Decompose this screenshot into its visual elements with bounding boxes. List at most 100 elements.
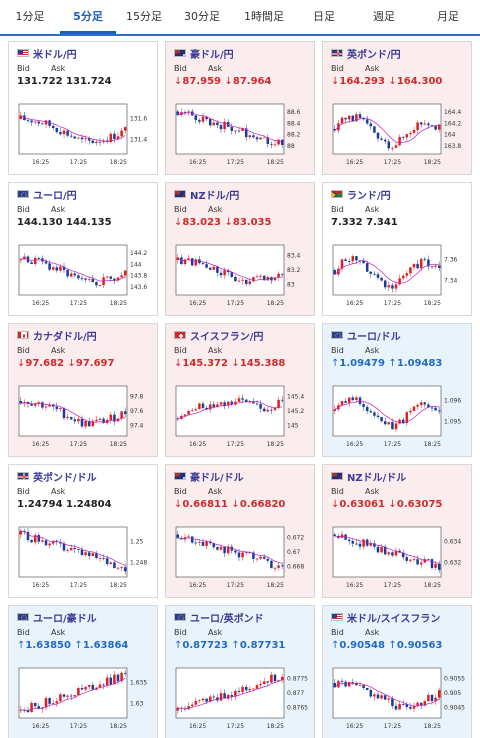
chart-container[interactable]: 0.8775 0.877 0.8765 16:25 17:25 18:25 (172, 664, 310, 730)
pair-name[interactable]: スイスフラン/円 (190, 331, 264, 343)
currency-card[interactable]: ユーロ/円 Bid Ask 144.130 144.135 144.2 144 143.8 1… (8, 182, 158, 316)
candle-body (187, 410, 190, 415)
tab-0[interactable]: 1分足 (15, 10, 45, 23)
pair-name[interactable]: ランド/円 (347, 190, 391, 202)
pair-name[interactable]: ユーロ/英ポンド (190, 613, 264, 625)
card-title[interactable]: 英ポンド/円 (331, 46, 401, 61)
candle-body (190, 704, 194, 707)
currency-card[interactable]: 米ドル/円 Bid Ask 131.722 131.724 131.6 131.4 16:2… (8, 41, 158, 175)
candle-body (84, 278, 87, 280)
tab-3[interactable]: 30分足 (184, 10, 220, 23)
pair-name[interactable]: 豪ドル/円 (190, 49, 234, 61)
card-title[interactable]: 豪ドル/円 (174, 46, 234, 61)
currency-card[interactable]: ユーロ/豪ドル Bid Ask ↑1.63850 ↑1.63864 1.635 1.63 1… (8, 605, 158, 738)
chart-container[interactable]: 7.36 7.34 16:25 17:25 18:25 (329, 241, 467, 307)
currency-card[interactable]: 豪ドル/円 Bid Ask ↓87.959 ↓87.964 88.6 88.4 88.2 88… (165, 41, 315, 175)
tab-6[interactable]: 週足 (373, 10, 395, 23)
candle-body (113, 414, 116, 422)
pair-name[interactable]: NZドル/円 (190, 190, 240, 202)
tab-7[interactable]: 月足 (437, 10, 459, 23)
chart-container[interactable]: 1.635 1.63 16:25 17:25 18:25 (15, 664, 153, 730)
candle-body (98, 558, 102, 559)
card-title[interactable]: 米ドル/スイスフラン (331, 610, 441, 625)
x-tick-label: 17:25 (70, 441, 87, 448)
tab-5[interactable]: 日足 (313, 10, 335, 23)
card-title[interactable]: ユーロ/豪ドル (17, 610, 97, 625)
currency-card[interactable]: 豪ドル/ドル Bid Ask ↓0.66811 ↓0.66820 0.672 0.67 0.… (165, 464, 315, 598)
trend-arrow-icon: ↑ (74, 640, 83, 651)
chart-container[interactable]: 145.4 145.2 145 16:25 17:25 18:25 (172, 382, 310, 448)
chart-container[interactable]: 97.8 97.6 97.4 16:25 17:25 18:25 (15, 382, 153, 448)
card-title[interactable]: 豪ドル/ドル (174, 469, 244, 484)
pair-name[interactable]: ユーロ/円 (33, 190, 77, 202)
candle-body (44, 697, 48, 708)
currency-card[interactable]: NZドル/円 Bid Ask ↓83.023 ↓83.035 83.4 83.2 83 16:… (165, 182, 315, 316)
tab-2[interactable]: 15分足 (126, 10, 162, 23)
currency-card[interactable]: ユーロ/英ポンド Bid Ask ↑0.87723 ↑0.87731 0.8775 0.8… (165, 605, 315, 738)
tab-4[interactable]: 1時間足 (244, 10, 284, 23)
card-title[interactable]: ランド/円 (331, 187, 391, 202)
candle-body (355, 256, 358, 261)
currency-card[interactable]: カナダドル/円 Bid Ask ↓97.682 ↓97.697 97.8 97.6 97.4… (8, 323, 158, 457)
candle-body (230, 272, 234, 277)
tab-1[interactable]: 5分足 (60, 0, 116, 34)
candle-body (369, 543, 373, 546)
pair-name[interactable]: 米ドル/スイスフラン (347, 613, 441, 625)
currency-card[interactable]: 英ポンド/ドル Bid Ask 1.24794 1.24804 1.25 1.248 16:… (8, 464, 158, 598)
currency-card[interactable]: ユーロ/ドル Bid Ask ↑1.09479 ↑1.09483 1.096 1.095 1… (322, 323, 472, 457)
candle-body (427, 404, 430, 408)
chart-container[interactable]: 1.096 1.095 16:25 17:25 18:25 (329, 382, 467, 448)
pair-name[interactable]: ユーロ/ドル (347, 331, 401, 343)
candle-body (252, 688, 255, 690)
chart-container[interactable]: 0.9055 0.905 0.9045 16:25 17:25 18:25 (329, 664, 467, 730)
card-title[interactable]: NZドル/円 (174, 187, 240, 202)
candle-body (41, 123, 44, 125)
currency-card[interactable]: NZドル/ドル Bid Ask ↓0.63061 ↓0.63075 0.634 0.632… (322, 464, 472, 598)
chart-container[interactable]: 144.2 144 143.8 143.6 16:25 17:25 18:25 (15, 241, 153, 307)
card-title[interactable]: スイスフラン/円 (174, 328, 264, 343)
currency-card[interactable]: 米ドル/スイスフラン Bid Ask ↑0.90548 ↑0.90563 0.9055 0… (322, 605, 472, 738)
card-title[interactable]: ユーロ/ドル (331, 328, 401, 343)
card-title[interactable]: 英ポンド/ドル (17, 469, 97, 484)
candle-body (234, 276, 237, 282)
chart-container[interactable]: 0.672 0.67 0.668 16:25 17:25 18:25 (172, 523, 310, 589)
currency-card[interactable]: ランド/円 Bid Ask 7.332 7.341 7.36 7.34 16:25 17:25… (322, 182, 472, 316)
timeframe-tabs: 1分足 5分足 15分足 30分足 1時間足 日足 週足 月足 (0, 0, 480, 36)
candle-body (37, 535, 41, 542)
currency-card[interactable]: スイスフラン/円 Bid Ask ↓145.372 ↓145.388 145.4 145.… (165, 323, 315, 457)
currency-card[interactable]: 英ポンド/円 Bid Ask ↓164.293 ↓164.300 164.4 164.2 1… (322, 41, 472, 175)
chart-container[interactable]: 131.6 131.4 16:25 17:25 18:25 (15, 100, 153, 166)
candlestick-chart: 1.25 1.248 16:25 17:25 18:25 (18, 526, 147, 589)
pair-name[interactable]: NZドル/ドル (347, 472, 407, 484)
chart-container[interactable]: 0.634 0.632 16:25 17:25 18:25 (329, 523, 467, 589)
candle-body (95, 419, 98, 422)
y-tick-label: 97.6 (130, 408, 144, 415)
pair-name[interactable]: 豪ドル/ドル (190, 472, 244, 484)
card-title[interactable]: ユーロ/英ポンド (174, 610, 264, 625)
card-title[interactable]: NZドル/ドル (331, 469, 407, 484)
pair-name[interactable]: 英ポンド/円 (347, 49, 401, 61)
chart-container[interactable]: 1.25 1.248 16:25 17:25 18:25 (15, 523, 153, 589)
candle-body (41, 540, 44, 542)
candle-body (344, 401, 347, 403)
pair-name[interactable]: ユーロ/豪ドル (33, 613, 97, 625)
pair-name[interactable]: 英ポンド/ドル (33, 472, 97, 484)
candle-body (120, 275, 123, 278)
pair-name[interactable]: カナダドル/円 (33, 331, 97, 343)
card-title[interactable]: カナダドル/円 (17, 328, 97, 343)
chart-container[interactable]: 88.6 88.4 88.2 88 16:25 17:25 18:25 (172, 100, 310, 166)
card-title[interactable]: ユーロ/円 (17, 187, 77, 202)
chart-container[interactable]: 164.4 164.2 164 163.8 16:25 17:25 18:25 (329, 100, 467, 166)
trend-arrow-icon: ↑ (331, 358, 340, 369)
pair-name[interactable]: 米ドル/円 (33, 49, 77, 61)
chart-container[interactable]: 83.4 83.2 83 16:25 17:25 18:25 (172, 241, 310, 307)
us-flag-icon (331, 613, 343, 621)
candlestick-chart: 83.4 83.2 83 16:25 17:25 18:25 (175, 244, 301, 307)
candle-body (51, 703, 55, 704)
x-tick-label: 17:25 (70, 723, 87, 730)
candle-body (116, 277, 120, 281)
candle-body (59, 408, 62, 410)
candle-body (358, 685, 362, 686)
card-title[interactable]: 米ドル/円 (17, 46, 77, 61)
x-tick-label: 17:25 (70, 582, 87, 589)
